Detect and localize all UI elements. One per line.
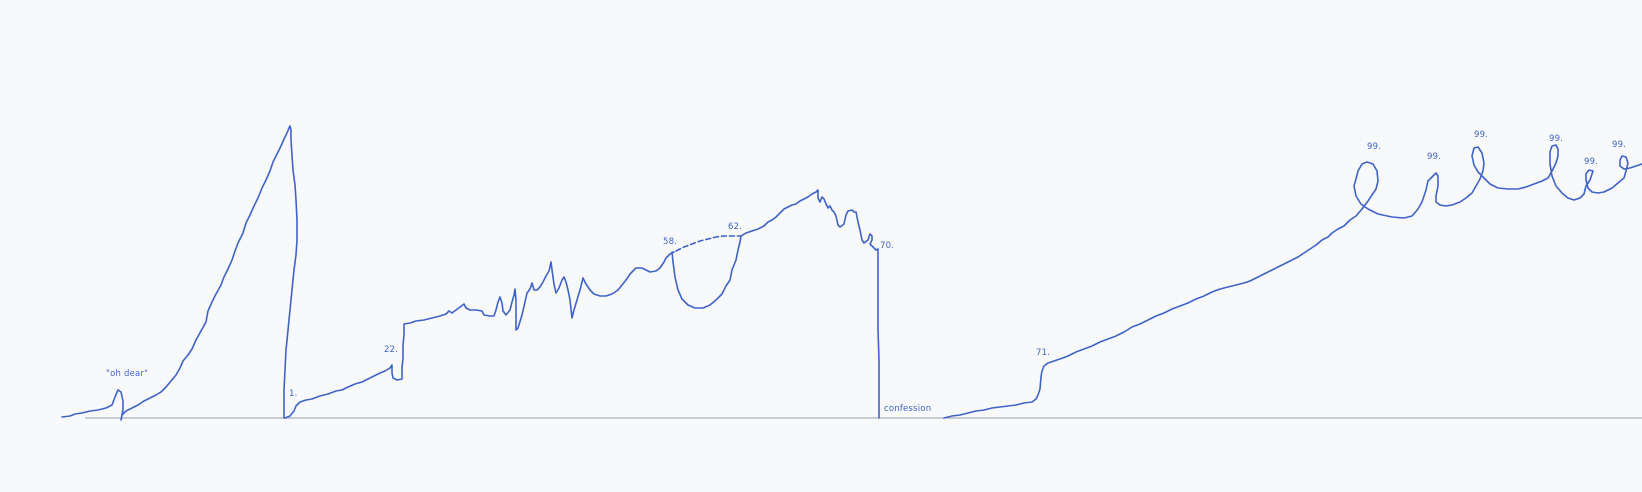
label-loop-c: 99. [1474,130,1488,140]
label-loop-d: 99. [1549,134,1563,144]
line-segment-climb [285,252,674,418]
label-loop-e: 99. [1584,157,1598,167]
label-one: 1. [289,389,298,399]
line-segment-bowl [672,236,741,308]
label-twenty-two: 22. [384,345,398,355]
label-seventy-one: 71. [1036,348,1050,358]
line-segment-long-rise [944,145,1642,418]
line-segment-dashed-arc [676,236,740,251]
label-fifty-eight: 58. [663,237,677,247]
label-sixty-two: 62. [728,222,742,232]
line-segment-plateau [741,190,879,418]
label-loop-b: 99. [1427,152,1441,162]
label-loop-f: 99. [1612,140,1626,150]
line-segment-rise [122,126,297,418]
line-segment-intro [62,390,123,420]
label-seventy: 70. [880,241,894,251]
label-oh-dear: "oh dear" [106,369,148,379]
label-loop-a: 99. [1367,142,1381,152]
label-confession: confession [884,404,931,414]
